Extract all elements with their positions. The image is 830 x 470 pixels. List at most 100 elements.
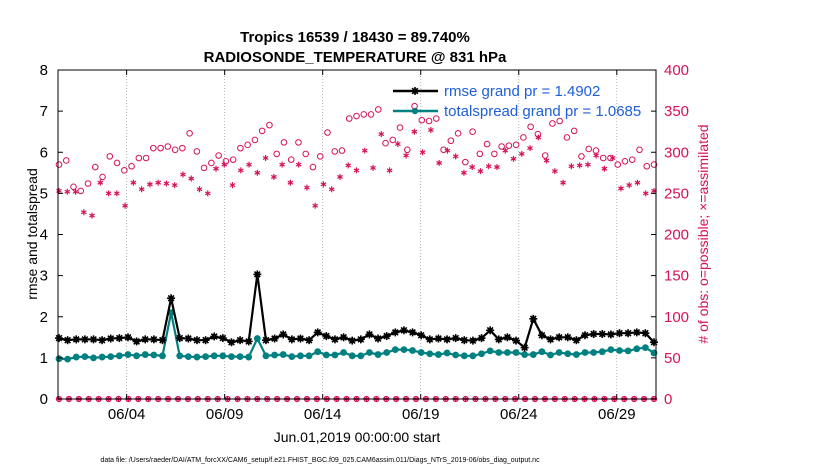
rmse-point bbox=[201, 336, 210, 345]
rmse-point bbox=[408, 328, 417, 337]
possible-obs-point bbox=[621, 157, 629, 165]
x-tick-label: 06/24 bbox=[500, 406, 538, 423]
possible-obs-point bbox=[200, 164, 208, 172]
y-tick-label: 7 bbox=[40, 103, 48, 120]
y-axis-left: 0 1 2 3 4 5 6 7 8 bbox=[40, 62, 63, 408]
rmse-point bbox=[520, 343, 529, 352]
possible-obs-point bbox=[295, 139, 302, 146]
totalspread-point bbox=[564, 350, 572, 358]
possible-obs-point bbox=[179, 144, 186, 152]
rmse-point bbox=[641, 329, 650, 338]
totalspread-point bbox=[115, 352, 123, 360]
data-file-footer: data file: /Users/raeder/DAI/ATM_forcXX/… bbox=[100, 457, 540, 464]
assimilated-obs-point bbox=[626, 182, 633, 189]
possible-obs-point bbox=[128, 162, 135, 170]
possible-obs-point bbox=[113, 159, 121, 167]
assimilated-obs-point bbox=[609, 155, 616, 162]
assimilated-obs-point bbox=[510, 155, 517, 162]
assimilated-obs-point bbox=[130, 179, 137, 186]
rmse-point bbox=[417, 331, 426, 340]
possible-obs-point bbox=[498, 143, 505, 150]
totalspread-point bbox=[443, 349, 451, 357]
totalspread-point bbox=[176, 352, 184, 360]
assimilated-obs-point bbox=[394, 141, 401, 148]
rmse-point bbox=[244, 337, 253, 346]
y-tick-label: 0 bbox=[40, 391, 48, 408]
assimilated-obs-point bbox=[270, 173, 277, 180]
totalspread-point bbox=[374, 351, 382, 358]
possible-obs-point bbox=[258, 127, 266, 135]
possible-obs-point bbox=[345, 115, 353, 122]
assimilated-obs-point bbox=[494, 164, 500, 171]
assimilated-obs-point bbox=[403, 152, 409, 159]
assimilated-obs-point bbox=[163, 180, 170, 187]
possible-obs-point bbox=[512, 141, 520, 149]
grid bbox=[126, 70, 618, 399]
possible-obs-point bbox=[309, 163, 317, 171]
totalspread-point bbox=[55, 355, 63, 363]
assimilated-obs-point bbox=[304, 184, 310, 191]
totalspread-point bbox=[314, 348, 322, 356]
assimilated-obs-point bbox=[113, 190, 120, 197]
rmse-line bbox=[58, 274, 655, 350]
possible-obs-point bbox=[541, 152, 549, 159]
y-tick-right-label: 300 bbox=[664, 144, 689, 161]
assimilated-obs-point bbox=[254, 169, 261, 176]
totalspread-point bbox=[521, 351, 529, 358]
possible-obs-point bbox=[425, 117, 433, 125]
possible-obs-point bbox=[338, 147, 346, 154]
possible-obs-point bbox=[628, 156, 636, 163]
totalspread-point bbox=[435, 351, 442, 358]
rmse-point bbox=[261, 336, 270, 345]
rmse-point bbox=[537, 331, 546, 340]
possible-obs-point bbox=[505, 142, 513, 149]
rmse-point bbox=[106, 334, 115, 343]
totalspread-point bbox=[98, 353, 106, 361]
totalspread-point bbox=[279, 351, 287, 358]
totalspread-point bbox=[210, 352, 218, 360]
totalspread-point bbox=[340, 349, 347, 356]
totalspread-point bbox=[460, 352, 468, 360]
assimilated-obs-point bbox=[518, 150, 525, 157]
rmse-point bbox=[253, 270, 262, 279]
x-tick-label: 06/14 bbox=[304, 406, 342, 423]
totalspread-point bbox=[469, 352, 477, 360]
totalspread-point bbox=[124, 351, 132, 358]
assimilated-obs-point bbox=[469, 164, 476, 171]
totalspread-line bbox=[58, 312, 655, 361]
assimilated-obs-point bbox=[584, 161, 591, 168]
possible-obs-point bbox=[360, 111, 368, 118]
y-tick-label: 8 bbox=[40, 62, 48, 79]
possible-obs-point bbox=[374, 106, 382, 113]
x-tick-label: 06/19 bbox=[402, 406, 440, 423]
assimilated-obs-point bbox=[370, 164, 376, 171]
totalspread-point bbox=[159, 352, 166, 360]
totalspread-point bbox=[504, 349, 511, 356]
totalspread-point bbox=[271, 351, 278, 359]
rmse-point bbox=[132, 337, 141, 346]
rmse-point bbox=[115, 334, 124, 343]
rmse-point bbox=[399, 326, 408, 335]
rmse-point bbox=[296, 334, 305, 343]
totalspread-point bbox=[495, 349, 503, 356]
y-axis-label: rmse and totalspread bbox=[24, 168, 40, 300]
totalspread-point bbox=[366, 349, 373, 356]
possible-obs-point bbox=[237, 144, 244, 152]
assimilated-obs-point bbox=[320, 181, 327, 188]
legend: rmse grand pr = 1.4902 totalspread grand… bbox=[393, 83, 641, 120]
possible-obs-point bbox=[599, 154, 607, 162]
y-tick-right-label: 150 bbox=[664, 268, 689, 285]
possible-obs-point bbox=[280, 139, 288, 146]
rmse-point bbox=[486, 326, 495, 335]
possible-obs-point bbox=[77, 187, 85, 195]
totalspread-point bbox=[288, 353, 296, 361]
totalspread-point bbox=[572, 351, 580, 358]
possible-obs-point bbox=[396, 124, 404, 131]
possible-obs-point bbox=[99, 173, 106, 181]
rmse-point bbox=[80, 335, 89, 344]
totalspread-point bbox=[184, 353, 192, 361]
possible-obs-point bbox=[389, 136, 397, 144]
rmse-point bbox=[632, 328, 641, 337]
possible-obs-point bbox=[549, 120, 556, 127]
possible-obs-point bbox=[331, 148, 339, 155]
